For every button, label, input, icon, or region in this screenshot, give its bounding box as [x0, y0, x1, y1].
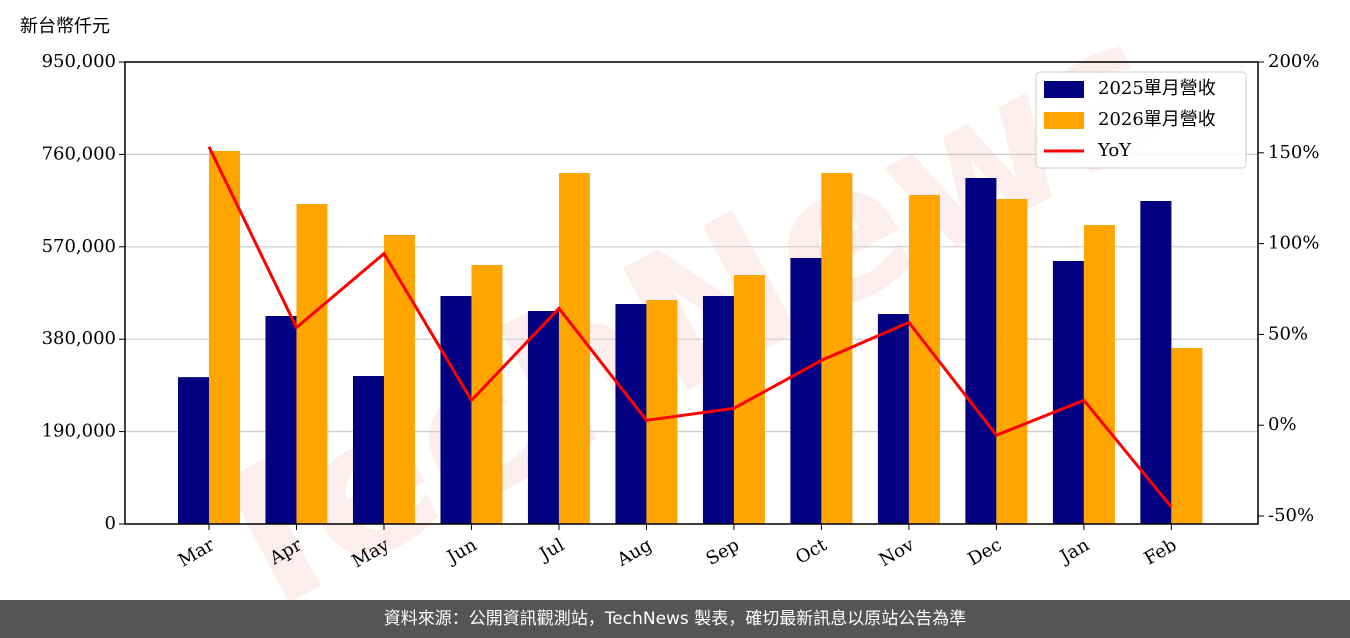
bar	[558, 172, 590, 524]
y2-tick-label: 0%	[1268, 414, 1297, 435]
x-tick-label: Nov	[876, 534, 919, 571]
x-tick-label: Sep	[703, 534, 743, 569]
bar	[790, 257, 822, 524]
legend-swatch	[1044, 112, 1084, 129]
footer: 資料來源：公開資訊觀測站，TechNews 製表，確切最新訊息以原站公告為準	[0, 600, 1350, 638]
legend-label: 2025單月營收	[1098, 78, 1216, 99]
plot-frame	[124, 61, 1259, 525]
y-tick-label: 760,000	[42, 143, 116, 164]
legend-label: YoY	[1097, 140, 1132, 161]
x-tick-label: Aug	[613, 534, 656, 571]
bar	[383, 234, 415, 524]
x-tick-label: Feb	[1141, 534, 1181, 569]
bar	[996, 198, 1028, 524]
bar	[177, 377, 209, 524]
bar	[1083, 225, 1115, 524]
bar	[877, 314, 909, 524]
x-tick-label: Oct	[792, 534, 831, 569]
bar	[352, 376, 384, 524]
x-tick-label: Jul	[534, 534, 568, 566]
bar	[527, 310, 559, 524]
bar	[1171, 348, 1203, 524]
x-tick-label: Dec	[964, 534, 1005, 570]
y-tick-label: 950,000	[42, 51, 116, 72]
line	[207, 146, 1173, 509]
y-tick-label: 0	[105, 513, 116, 534]
bar	[908, 195, 940, 524]
y2-tick-label: 150%	[1268, 142, 1319, 163]
y-tick-label: 380,000	[42, 328, 116, 349]
bar	[965, 177, 997, 524]
y-tick-label: 190,000	[42, 421, 116, 442]
y2-tick-label: 100%	[1268, 233, 1319, 254]
bar	[646, 300, 678, 524]
legend-swatch	[1044, 81, 1084, 98]
y2-tick-label: 200%	[1268, 51, 1319, 72]
y2-tick-label: 50%	[1268, 323, 1308, 344]
y-axis-label: 新台幣仟元	[20, 16, 110, 37]
bar	[296, 204, 328, 524]
legend-label: 2026單月營收	[1098, 109, 1216, 130]
legend: 2025單月營收 2026單月營收 YoY	[1035, 71, 1247, 169]
bar	[208, 150, 240, 524]
bar	[440, 296, 472, 524]
y-tick-label: 570,000	[42, 236, 116, 257]
x-tick-label: Jan	[1055, 534, 1093, 568]
y2-tick-label: -50%	[1268, 505, 1314, 526]
bar	[1140, 200, 1172, 524]
legend-box	[1035, 71, 1247, 169]
bar	[1052, 261, 1084, 524]
bar	[265, 316, 297, 524]
chart: 新台幣仟元 TechNews 0190,000380,000570,000760…	[20, 0, 1319, 638]
